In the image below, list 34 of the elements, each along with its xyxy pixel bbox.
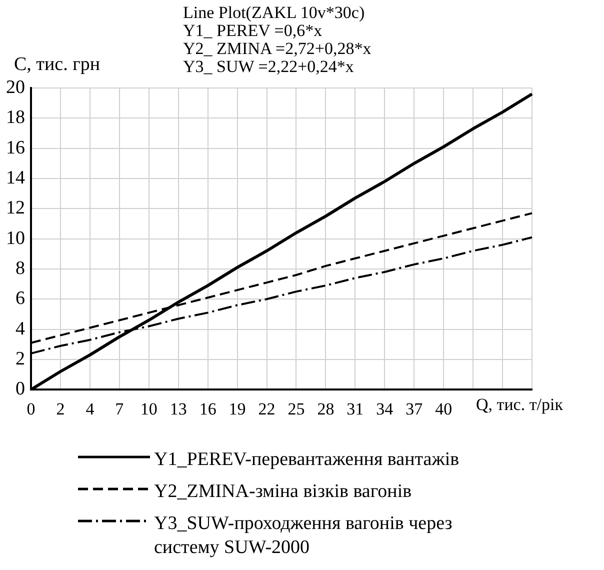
text: Y1_ PEREV =0,6*x bbox=[183, 21, 322, 40]
x-tick-label: 10 bbox=[140, 399, 158, 418]
x-axis-title: Q, тис. т/рік bbox=[476, 395, 563, 414]
x-tick-label: 4 bbox=[86, 399, 95, 418]
x-tick-label: 40 bbox=[435, 399, 452, 418]
y-tick-label: 20 bbox=[6, 76, 25, 98]
legend-label: Y2_ZMINA-зміна візків вагонів bbox=[154, 480, 412, 504]
x-tick-label: 34 bbox=[376, 399, 394, 418]
x-tick-label: 25 bbox=[288, 399, 305, 418]
y-tick-label: 4 bbox=[16, 318, 26, 340]
y-tick-label: 16 bbox=[6, 137, 25, 158]
y-tick-label: 14 bbox=[6, 167, 26, 188]
x-tick-label: 19 bbox=[228, 399, 246, 418]
y-tick-label: 8 bbox=[16, 258, 25, 279]
y-axis-title: C, тис. грн bbox=[14, 54, 100, 75]
x-tick-label: 16 bbox=[199, 399, 216, 418]
text: Y3_ SUW =2,22+0,24*x bbox=[183, 57, 355, 76]
text: Y2_ ZMINA =2,72+0,28*x bbox=[183, 39, 372, 58]
y-tick-label: 2 bbox=[16, 348, 25, 370]
legend-label: Y3_SUW-проходження вагонів через систему SUW-2000 bbox=[154, 512, 454, 560]
x-tick-label: 28 bbox=[317, 399, 334, 418]
x-tick-label: 2 bbox=[56, 399, 65, 418]
x-tick-label: 13 bbox=[170, 399, 187, 418]
y-tick-label: 10 bbox=[6, 228, 25, 249]
y-tick-label: 12 bbox=[6, 198, 25, 219]
y-tick-label: 18 bbox=[6, 107, 25, 128]
x-tick-label: 37 bbox=[406, 399, 424, 418]
y-tick-label: 0 bbox=[16, 378, 25, 400]
x-tick-label: 22 bbox=[258, 399, 276, 418]
x-tick-label: 7 bbox=[115, 399, 124, 418]
y-tick-label: 6 bbox=[16, 288, 25, 310]
x-tick-label: 31 bbox=[346, 399, 364, 418]
legend-label: Y1_PEREV-перевантаження вантажів bbox=[154, 448, 460, 472]
chart-title: Line Plot(ZAKL 10v*30c) bbox=[183, 3, 366, 22]
